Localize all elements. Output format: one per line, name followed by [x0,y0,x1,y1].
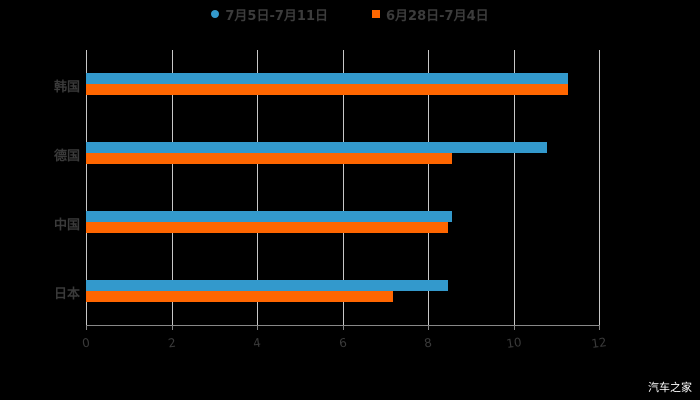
x-tick-label: 0 [81,335,91,351]
bar[interactable] [86,222,449,233]
x-tick [257,325,258,330]
bar[interactable] [86,84,568,95]
bar[interactable] [86,291,393,302]
legend-label: 7月5日-7月11日 [225,8,328,24]
bar[interactable] [86,280,449,291]
legend-item-series-1[interactable]: 7月5日-7月11日 [211,4,328,24]
gridline [342,50,344,325]
legend-square-icon [372,10,380,18]
x-axis [86,325,599,326]
watermark: 汽车之家 [648,381,692,394]
bar[interactable] [86,73,568,84]
x-tick-label: 10 [504,335,523,351]
gridline [513,50,515,325]
x-tick [599,325,600,330]
x-tick-label: 8 [423,335,433,351]
legend-item-series-2[interactable]: 6月28日-7月4日 [372,4,489,24]
legend: 7月5日-7月11日 6月28日-7月4日 [0,4,700,24]
x-tick [171,325,173,330]
gridline [599,50,600,325]
bar[interactable] [86,153,452,164]
x-tick-label: 6 [337,335,348,351]
x-tick [513,325,515,330]
x-tick-label: 2 [166,335,177,351]
bar[interactable] [86,142,547,153]
legend-label: 6月28日-7月4日 [386,8,489,24]
gridline [257,50,258,325]
legend-circle-icon [211,10,220,18]
gridline [171,50,173,325]
category-label: 中国 [53,218,80,233]
category-label: 德国 [53,149,80,164]
category-label: 韩国 [53,80,80,95]
category-label: 日本 [53,287,80,302]
x-tick [86,325,87,330]
gridline [428,50,429,325]
x-tick-label: 12 [590,335,608,351]
gridline [86,50,87,325]
bar[interactable] [86,211,452,222]
x-tick [428,325,429,330]
x-tick-label: 4 [252,335,262,351]
x-tick [342,325,344,330]
